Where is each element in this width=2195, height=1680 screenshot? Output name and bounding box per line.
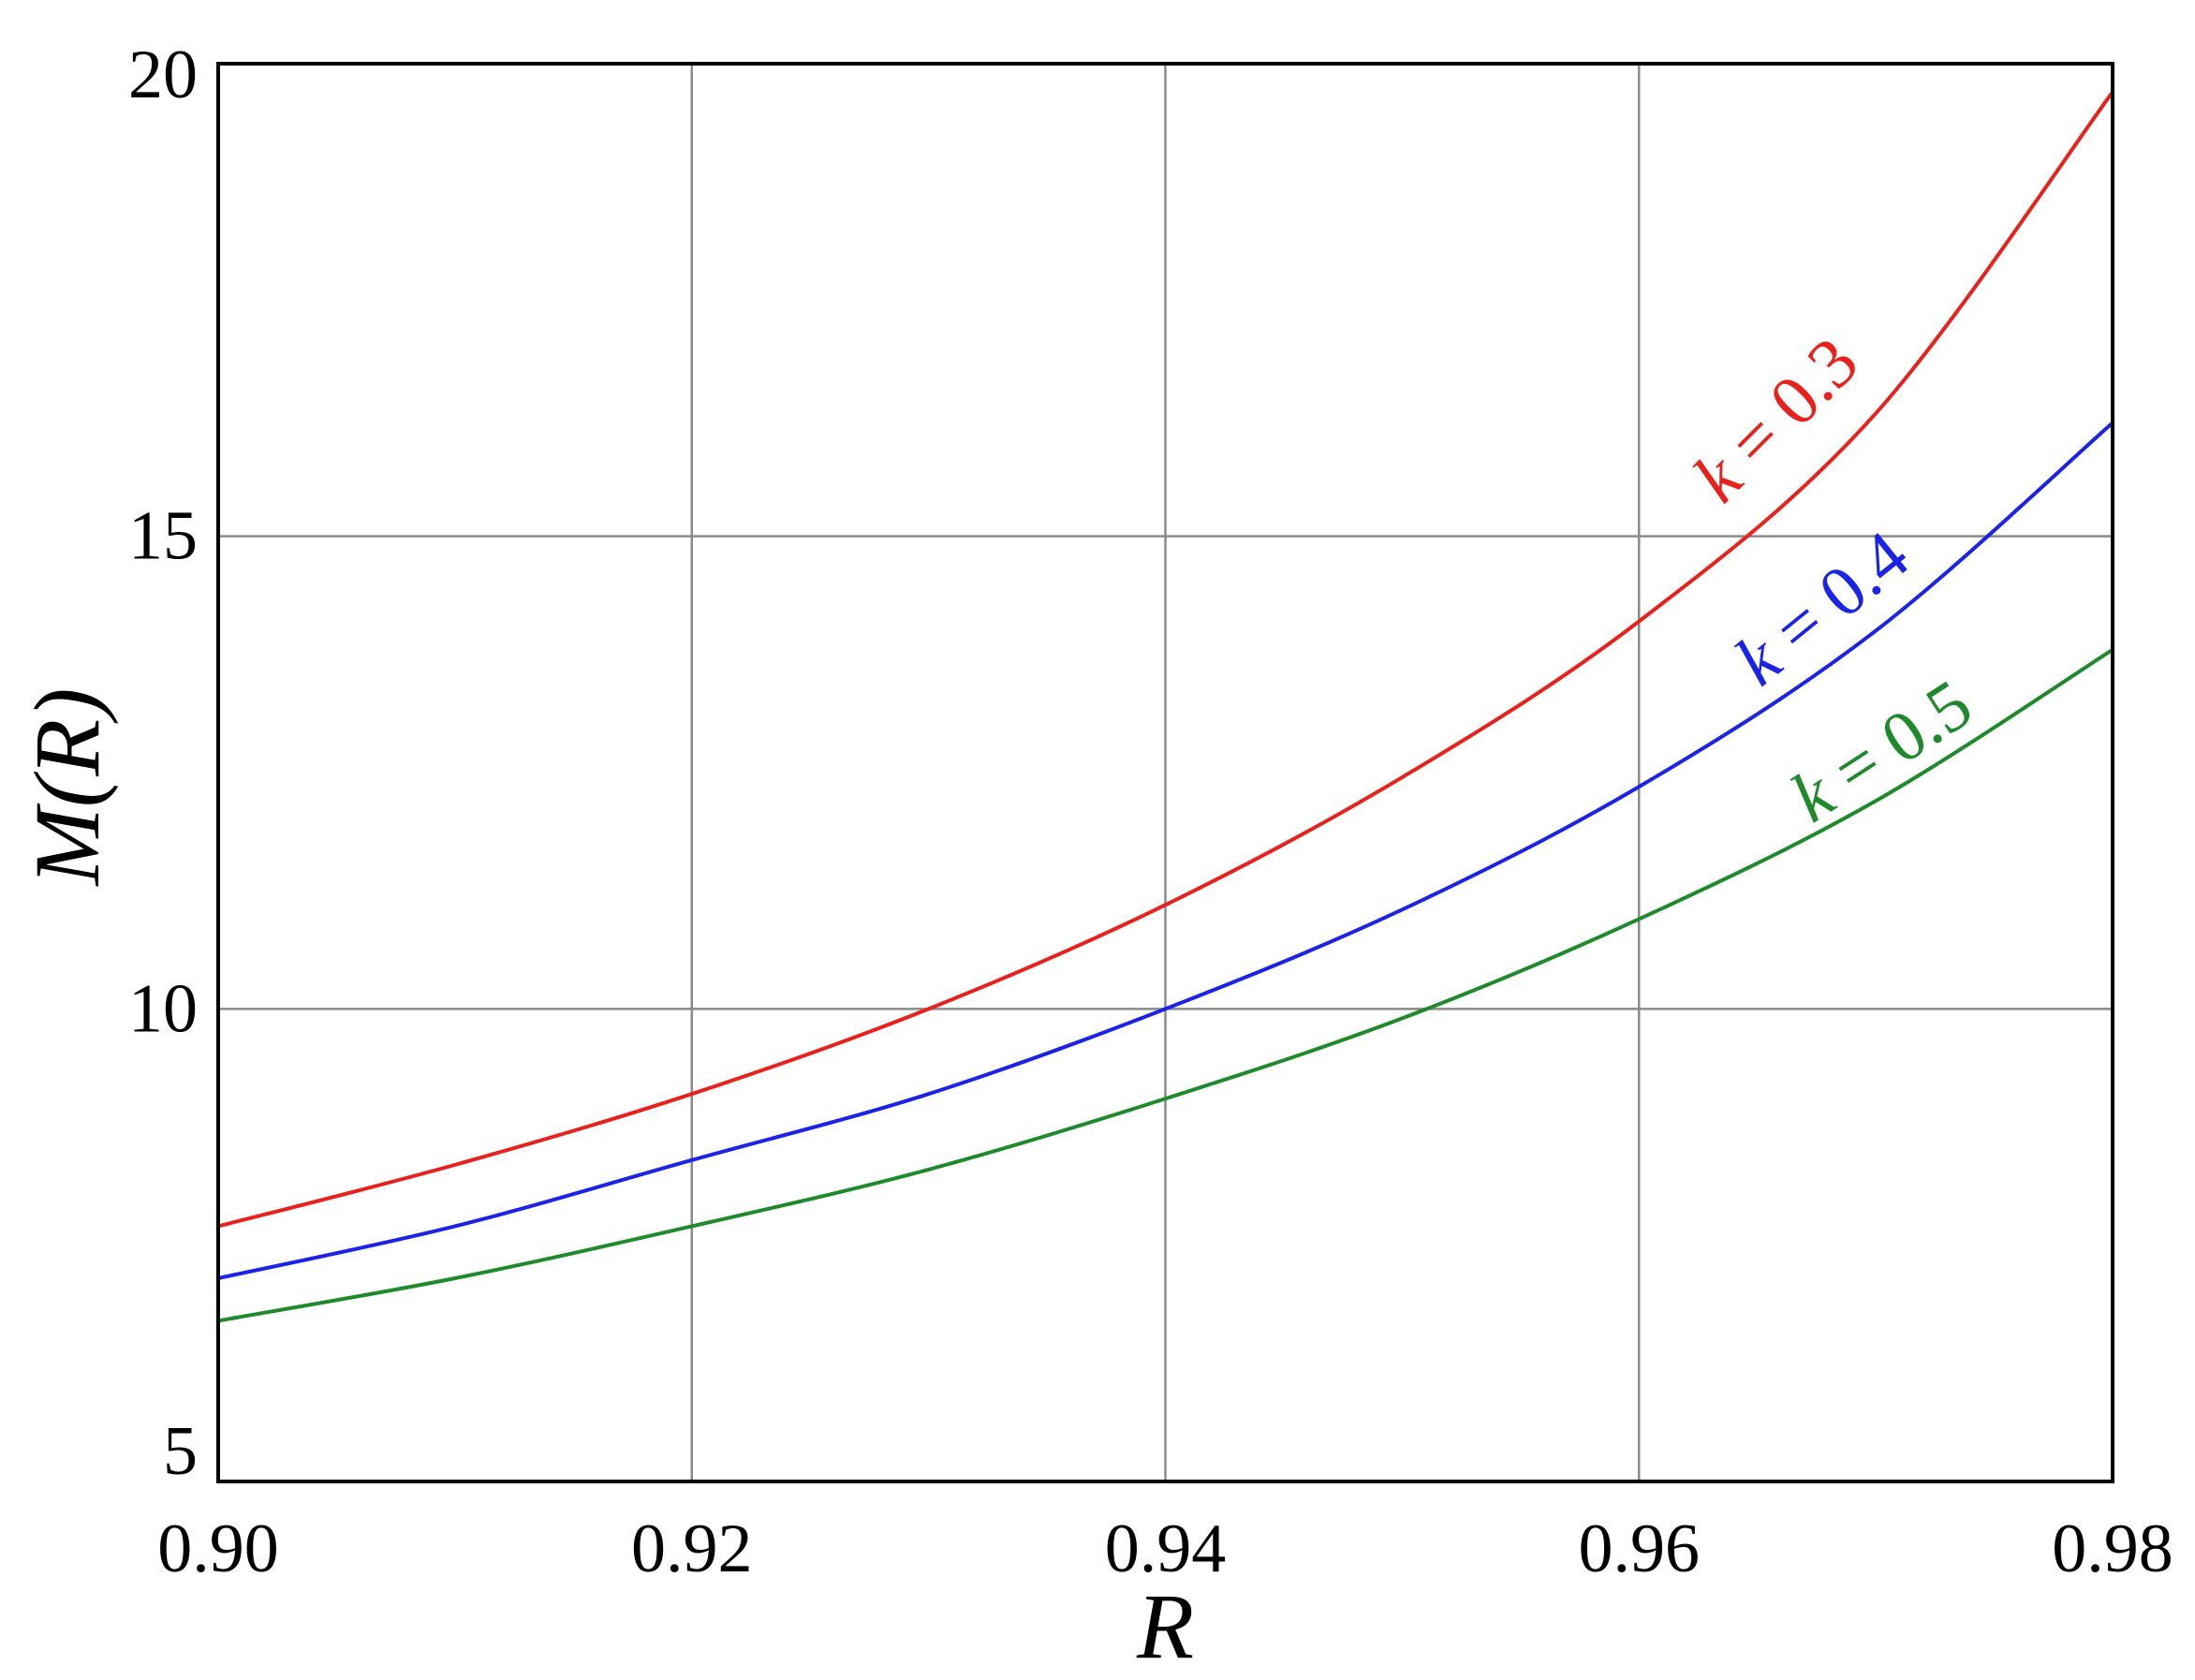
y-tick-label: 10 — [128, 970, 198, 1047]
x-tick-label: 0.98 — [2052, 1511, 2173, 1587]
grid-layer — [218, 64, 2113, 1481]
series-label: k = 0.3 — [1679, 322, 1874, 517]
x-axis-title: R — [1136, 1574, 1194, 1678]
y-axis-title: M(R) — [15, 688, 119, 888]
y-tick-label: 5 — [163, 1413, 198, 1490]
x-tick-label: 0.92 — [631, 1511, 753, 1587]
series-line-k-0-5 — [217, 648, 2114, 1323]
y-tick-label: 20 — [128, 37, 198, 113]
x-tick-label: 0.90 — [157, 1511, 279, 1587]
series-layer — [217, 91, 2114, 1323]
series-label: k = 0.4 — [1721, 516, 1923, 700]
x-tick-label: 0.96 — [1579, 1511, 1701, 1587]
tick-layer: 0.90 0.92 0.94 0.96 0.98 5 10 15 20 — [128, 37, 2173, 1587]
series-line-k-0-4 — [217, 421, 2114, 1280]
x-tick-label: 0.94 — [1105, 1511, 1227, 1587]
series-line-k-0-3 — [217, 91, 2114, 1229]
y-tick-label: 15 — [128, 498, 198, 575]
series-label-value: = 0.5 — [1805, 665, 1985, 820]
plot-frame — [216, 62, 2114, 1483]
